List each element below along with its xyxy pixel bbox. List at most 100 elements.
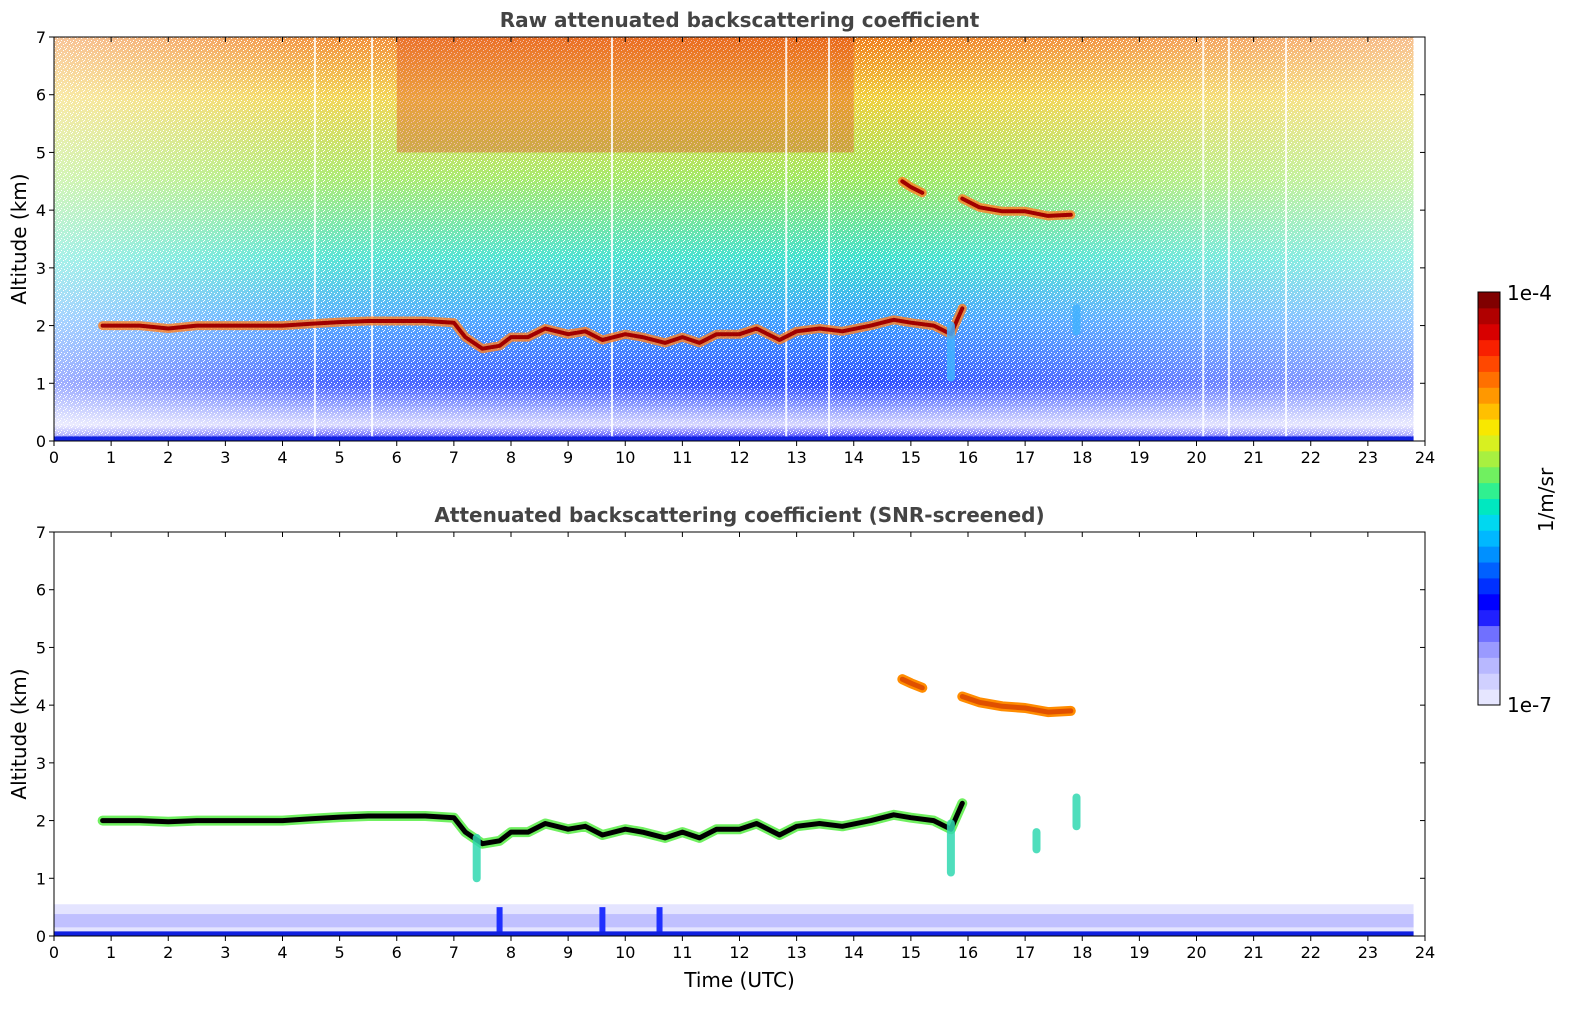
colorbar-step [1478,419,1500,436]
x-tick-label: 20 [1186,943,1206,962]
ground-return [54,436,1414,441]
panel-raw: 0 1 2 3 4 5 6 7 8 9 10 11 12 13 14 15 16 17 18 19 20 21 22 23 24… [7,8,1435,467]
colorbar-step [1478,593,1500,611]
y-tick-label: 0 [36,432,46,451]
x-tick-label: 4 [277,448,287,467]
y-tick-label: 1 [36,374,46,393]
screened-heatmap-field [54,532,1425,936]
raw-noise-high-region [396,37,854,153]
data-gap [1227,37,1230,441]
x-tick-label: 5 [335,943,345,962]
data-gap [828,37,831,441]
colorbar-step [1478,657,1500,674]
x-tick-label: 23 [1358,448,1378,467]
data-gap [610,37,613,441]
data-gap [371,37,374,441]
x-tick-label: 15 [901,943,921,962]
cloud-layer [899,676,925,691]
x-tick-label: 14 [844,943,864,962]
surface-spike [599,907,606,936]
colorbar-min-label: 1e-7 [1507,693,1552,717]
surface-spike [496,907,503,936]
x-tick-label: 16 [958,448,978,467]
x-tick-label: 15 [901,448,921,467]
x-tick-label: 8 [506,448,516,467]
colorbar-step [1478,530,1500,547]
cloud-layer [960,196,1073,218]
y-tick-label: 7 [36,523,46,542]
panel-title: Attenuated backscattering coefficient (S… [434,503,1044,527]
y-tick-label: 2 [36,812,46,831]
colorbar-step [1478,514,1500,531]
y-tick-label: 0 [36,927,46,946]
x-tick-label: 4 [277,943,287,962]
x-tick-label: 7 [449,943,459,962]
panel-snr-screened: 0 1 2 3 4 5 6 7 8 9 10 11 12 13 14 15 16 17 18 19 20 21 22 23 24… [7,503,1435,992]
surface-layer-dense [54,914,1414,928]
ground-return [54,931,1414,936]
data-gap [785,37,788,441]
x-tick-label: 21 [1243,448,1263,467]
screened-background [54,532,1425,936]
x-tick-label: 12 [729,448,749,467]
x-tick-label: 1 [106,448,116,467]
x-tick-label: 22 [1301,448,1321,467]
colorbar-frame [1477,291,1501,706]
x-tick-label: 8 [506,943,516,962]
x-tick-label: 18 [1072,943,1092,962]
colorbar-step [1478,498,1500,515]
x-tick-label: 10 [615,448,635,467]
x-tick-label: 14 [844,448,864,467]
x-tick-label: 3 [220,943,230,962]
y-axis: 0 1 2 3 4 5 6 7 [36,28,1425,451]
x-axis-label: Time (UTC) [683,968,795,992]
colorbar-step [1478,339,1500,357]
x-tick-label: 6 [392,943,402,962]
x-tick-label: 20 [1186,448,1206,467]
data-gap [1285,37,1288,441]
cloud-layer [100,800,965,847]
x-tick-label: 11 [672,943,692,962]
colorbar-step [1478,466,1500,484]
cloud-layer [900,179,925,195]
x-tick-label: 2 [163,943,173,962]
y-tick-label: 5 [36,638,46,657]
x-tick-label: 2 [163,448,173,467]
x-tick-label: 12 [729,943,749,962]
y-tick-label: 1 [36,869,46,888]
colorbar-step [1478,673,1500,690]
x-tick-label: 9 [563,943,573,962]
colorbar-step [1478,546,1500,563]
colorbar-step [1478,371,1500,388]
x-tick-label: 7 [449,448,459,467]
x-axis: 0 1 2 3 4 5 6 7 8 9 10 11 12 13 14 15 16 17 18 19 20 21 22 23 24 [49,532,1435,962]
x-tick-label: 19 [1129,448,1149,467]
colorbar-step [1478,403,1500,420]
x-tick-label: 3 [220,448,230,467]
x-tick-label: 17 [1015,943,1035,962]
x-tick-label: 6 [392,448,402,467]
data-gap [1202,37,1205,441]
colorbar-step [1478,450,1500,468]
y-axis: 0 1 2 3 4 5 6 7 [36,523,1425,946]
colorbar-step [1478,562,1500,579]
y-axis-label: Altitude (km) [7,668,31,799]
x-tick-label: 21 [1243,943,1263,962]
colorbar-max-label: 1e-4 [1507,281,1552,305]
colorbar-step [1478,387,1500,404]
colorbar-step [1478,577,1500,595]
colorbar-step [1478,434,1500,452]
y-tick-label: 4 [36,201,46,220]
colorbar-step [1478,323,1500,341]
colorbar-step [1478,292,1500,309]
y-tick-label: 3 [36,754,46,773]
y-tick-label: 6 [36,86,46,105]
x-tick-label: 13 [786,448,806,467]
x-tick-label: 16 [958,943,978,962]
colorbar-step [1478,689,1500,706]
cloud-layer [959,694,1074,715]
raw-noise-speckle [54,37,1414,441]
x-tick-label: 22 [1301,943,1321,962]
colorbar-step [1478,307,1500,325]
colorbar-step [1478,482,1500,499]
